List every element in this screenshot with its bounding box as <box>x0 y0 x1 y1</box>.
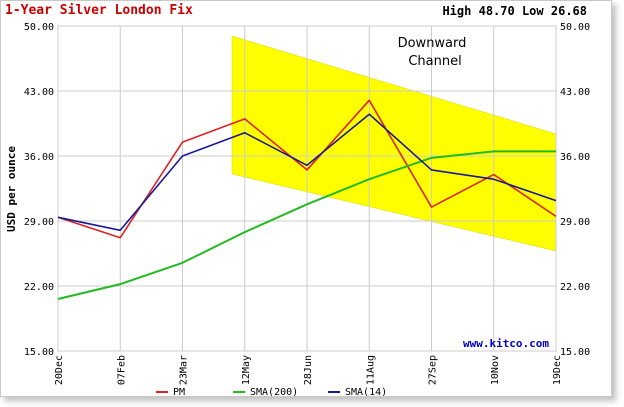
low-value: 26.68 <box>550 4 587 18</box>
x-tick-label: 19Dec <box>552 355 563 385</box>
legend: PM SMA(200) SMA(14) <box>156 387 387 396</box>
y-tick-label-left: 15.00 <box>24 347 54 358</box>
channel-annotation-line1: Downward <box>398 36 467 51</box>
legend-label-sma14: SMA(14) <box>345 387 387 396</box>
legend-label-pm: PM <box>173 387 185 396</box>
x-tick-label: 28Jun <box>303 355 314 385</box>
silver-price-chart: 50.00 43.00 36.00 29.00 22.00 15.00 50.00 43.0… <box>5 22 590 396</box>
y-tick-label-left: 36.00 <box>24 152 54 163</box>
y-ticks-right: 50.00 43.00 36.00 29.00 22.00 15.00 <box>560 22 590 358</box>
legend-label-sma200: SMA(200) <box>250 387 298 396</box>
series-line-sma200 <box>57 150 556 300</box>
low-label: Low <box>521 4 544 18</box>
y-tick-label-right: 43.00 <box>560 87 590 98</box>
x-tick-label: 27Sep <box>428 355 439 385</box>
high-low-readout: High 48.70 Low 26.68 <box>442 4 587 18</box>
x-tick-label: 11Aug <box>365 355 376 385</box>
y-tick-label-left: 29.00 <box>24 217 54 228</box>
x-tick-label: 07Feb <box>116 355 127 385</box>
grid-lines <box>57 25 557 352</box>
series-group <box>57 99 557 300</box>
y-tick-label-left: 22.00 <box>24 282 54 293</box>
x-tick-label: 10Nov <box>490 355 501 385</box>
y-tick-label-right: 29.00 <box>560 217 590 228</box>
y-tick-label-right: 15.00 <box>560 347 590 358</box>
channel-annotation-line2: Channel <box>408 54 461 69</box>
x-ticks: 20Dec 07Feb 23Mar 12May 28Jun 11Aug 27Sep 10Nov… <box>54 355 563 385</box>
chart-title: 1-Year Silver London Fix <box>5 3 193 18</box>
y-axis-label: USD per ounce <box>5 146 18 232</box>
high-value: 48.70 <box>478 4 515 18</box>
series-line-sma14 <box>57 113 557 232</box>
y-tick-label-left: 43.00 <box>24 87 54 98</box>
y-tick-label-left: 50.00 <box>24 22 54 33</box>
kitco-watermark: www.kitco.com <box>463 337 549 350</box>
x-tick-label: 20Dec <box>54 355 65 385</box>
high-label: High <box>442 4 472 18</box>
x-tick-label: 23Mar <box>179 355 190 385</box>
chart-frame: 1-Year Silver London Fix High 48.70 Low … <box>0 0 612 397</box>
y-tick-label-right: 50.00 <box>560 22 590 33</box>
y-tick-label-right: 36.00 <box>560 152 590 163</box>
x-tick-label: 12May <box>241 355 252 385</box>
y-tick-label-right: 22.00 <box>560 282 590 293</box>
y-ticks-left: 50.00 43.00 36.00 29.00 22.00 15.00 <box>24 22 54 358</box>
